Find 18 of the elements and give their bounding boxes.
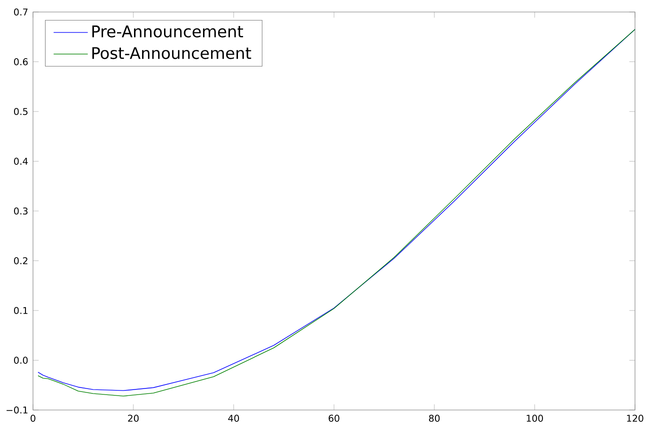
- x-tick-label: 20: [128, 414, 139, 422]
- y-tick-label: 0.4: [14, 158, 28, 165]
- y-tick-label: 0.2: [14, 257, 28, 264]
- y-tick-label: 0.5: [14, 108, 28, 116]
- y-tick-label: 0.7: [14, 8, 28, 16]
- x-tick-label: 80: [429, 414, 440, 422]
- x-tick-label: 40: [228, 414, 239, 422]
- x-tick-label: 100: [526, 414, 543, 422]
- x-tick-label: 120: [627, 414, 644, 422]
- legend-label: Pre-Announcement: [92, 26, 244, 38]
- y-tick-label: 0.6: [14, 58, 28, 66]
- y-tick-label: 0.3: [14, 207, 28, 215]
- y-tick-label: 0.0: [14, 356, 28, 364]
- y-tick-label: 0.1: [14, 306, 28, 314]
- x-tick-label: 60: [328, 414, 340, 422]
- legend-label: Post-Announcement: [92, 47, 252, 60]
- y-tick-label: −0.1: [6, 406, 28, 414]
- x-tick-label: 0: [30, 414, 36, 422]
